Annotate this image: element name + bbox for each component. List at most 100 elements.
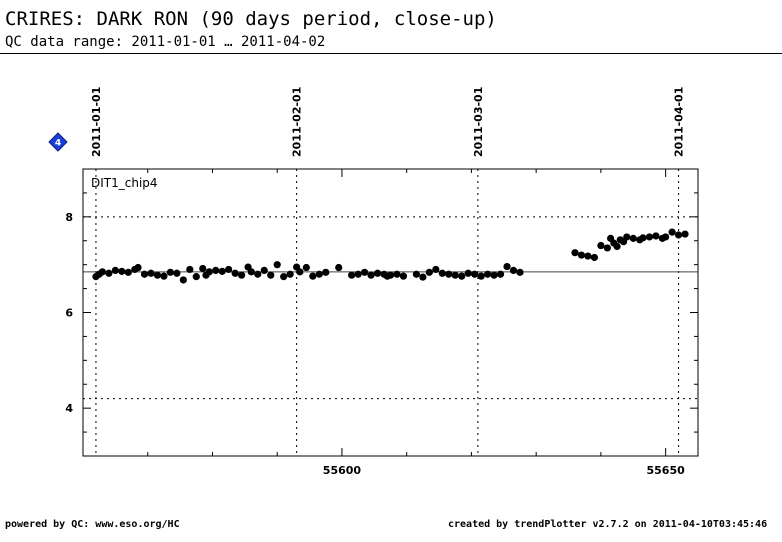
data-point <box>147 269 155 277</box>
data-point <box>668 228 676 236</box>
data-point <box>629 234 637 242</box>
data-point <box>623 233 631 241</box>
data-point <box>438 269 446 277</box>
y-tick-label: 6 <box>65 307 73 320</box>
data-point <box>464 269 472 277</box>
data-point <box>490 271 498 279</box>
x-tick-label: 55600 <box>323 464 362 477</box>
data-point <box>571 249 579 257</box>
data-point <box>335 263 343 272</box>
data-point <box>590 253 599 262</box>
data-point <box>432 265 440 274</box>
data-point <box>225 265 233 274</box>
data-point <box>105 269 113 277</box>
data-point <box>238 271 246 279</box>
data-point <box>173 269 181 277</box>
label-layer: 4 6 8 55600 55650 2011-01-01 2011-02-01 2011-03… <box>48 87 686 477</box>
data-point <box>509 266 518 275</box>
data-points <box>92 228 689 284</box>
data-point <box>662 233 670 241</box>
data-point <box>118 267 126 275</box>
data-point <box>153 271 162 279</box>
axes-layer <box>82 168 699 457</box>
data-point <box>652 232 660 240</box>
data-point <box>179 276 187 284</box>
data-point <box>639 234 647 242</box>
data-point <box>496 270 505 278</box>
data-point <box>477 272 485 280</box>
data-point <box>309 272 317 280</box>
footer-created-by: created by trendPlotter v2.7.2 on 2011-0… <box>448 519 768 530</box>
date-marker-label: 2011-02-01 <box>291 87 304 157</box>
data-point <box>577 251 586 259</box>
data-point <box>681 230 689 238</box>
data-point <box>412 270 420 278</box>
panel-label: DIT1_chip4 <box>91 176 158 190</box>
data-point <box>419 273 427 281</box>
data-point <box>260 266 268 275</box>
data-point <box>199 264 207 273</box>
plot-frame <box>82 168 699 457</box>
data-point <box>286 270 294 278</box>
data-point <box>212 266 220 275</box>
page-title: CRIRES: DARK RON (90 days period, close-… <box>5 8 497 30</box>
data-point <box>98 268 107 276</box>
data-point <box>645 233 654 241</box>
data-point <box>302 263 310 272</box>
data-point <box>205 268 213 276</box>
data-point <box>399 272 408 280</box>
data-point <box>471 270 479 278</box>
data-point <box>160 272 168 280</box>
data-point <box>134 263 142 272</box>
data-point <box>280 273 288 281</box>
grid-layer <box>83 169 698 456</box>
data-point <box>231 269 239 277</box>
data-point <box>597 241 605 250</box>
data-point <box>247 268 255 276</box>
data-point <box>503 262 511 271</box>
date-marker-label: 2011-03-01 <box>472 87 485 157</box>
data-point <box>361 268 369 276</box>
chip-marker-icon <box>48 132 68 152</box>
data-point <box>674 231 683 239</box>
data-point <box>322 268 330 276</box>
data-point <box>348 271 356 279</box>
data-point <box>603 244 611 252</box>
data-point <box>613 242 621 251</box>
data-point <box>254 270 262 278</box>
data-point <box>584 252 592 260</box>
data-point <box>445 270 453 278</box>
data-point <box>425 268 433 276</box>
data-point <box>373 269 382 277</box>
data-point <box>267 271 275 279</box>
data-point <box>192 273 200 281</box>
data-point <box>516 268 524 276</box>
y-tick-label: 8 <box>65 211 73 224</box>
data-point <box>367 271 375 279</box>
chip-marker-label: 4 <box>55 139 61 149</box>
data-point <box>166 268 174 276</box>
date-marker-label: 2011-04-01 <box>673 87 686 157</box>
header-rule <box>0 53 782 54</box>
data-point <box>458 272 466 280</box>
data-point <box>315 270 323 278</box>
footer-powered-by: powered by QC: www.eso.org/HC <box>5 519 180 530</box>
page-subtitle: QC data range: 2011-01-01 … 2011-04-02 <box>5 34 326 50</box>
y-tick-label: 4 <box>65 402 73 415</box>
data-point <box>186 265 194 274</box>
data-point <box>140 270 149 278</box>
date-marker-label: 2011-01-01 <box>90 87 103 157</box>
data-point <box>393 270 401 278</box>
data-point <box>218 267 226 275</box>
data-point <box>124 268 132 276</box>
data-point <box>296 268 304 276</box>
data-point <box>354 270 362 278</box>
data-point <box>484 270 492 278</box>
data-point <box>386 271 395 279</box>
data-point <box>273 261 281 269</box>
data-point <box>111 266 119 275</box>
data-point <box>451 271 459 279</box>
x-tick-label: 55650 <box>646 464 685 477</box>
